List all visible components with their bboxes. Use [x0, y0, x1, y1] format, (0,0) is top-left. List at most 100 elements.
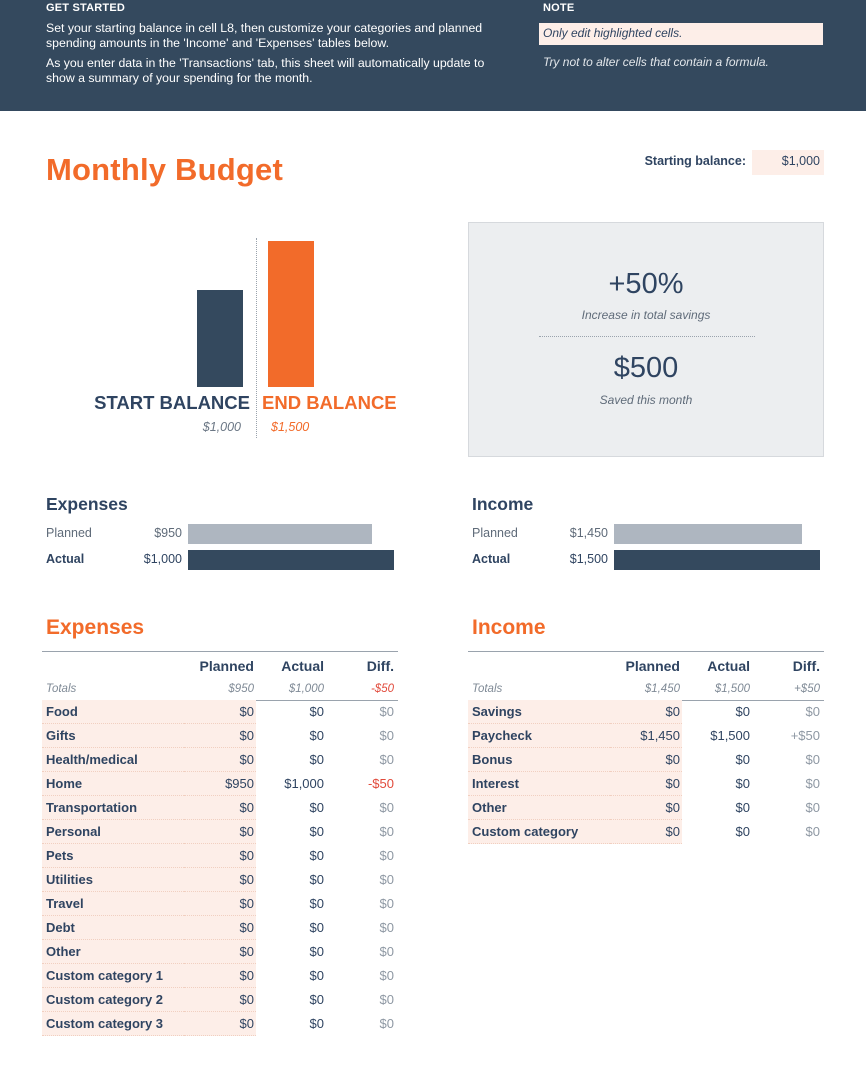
- savings-amount-label: Saved this month: [599, 393, 693, 407]
- planned-cell[interactable]: $0: [610, 748, 682, 772]
- planned-cell[interactable]: $0: [184, 868, 256, 892]
- balance-chart-divider: [256, 238, 257, 438]
- totals-label: Totals: [472, 683, 503, 695]
- table-row: Food $0 $0 $0: [42, 700, 398, 724]
- diff-cell: $0: [805, 752, 820, 767]
- planned-cell[interactable]: $0: [184, 964, 256, 988]
- actual-cell: $0: [309, 848, 324, 863]
- category-cell[interactable]: Home: [42, 772, 184, 796]
- table-row: Pets $0 $0 $0: [42, 844, 398, 868]
- actual-cell: $0: [309, 896, 324, 911]
- end-balance-bar: [268, 241, 314, 387]
- category-cell[interactable]: Other: [468, 796, 610, 820]
- expenses-planned-bar: [188, 524, 372, 544]
- category-cell[interactable]: Savings: [468, 700, 610, 724]
- actual-cell: $0: [309, 800, 324, 815]
- category-cell[interactable]: Food: [42, 700, 184, 724]
- category-cell[interactable]: Other: [42, 940, 184, 964]
- savings-amount: $500: [613, 352, 679, 384]
- category-cell[interactable]: Pets: [42, 844, 184, 868]
- actual-cell: $0: [309, 944, 324, 959]
- category-cell[interactable]: Custom category: [468, 820, 610, 844]
- category-cell[interactable]: Utilities: [42, 868, 184, 892]
- category-cell[interactable]: Health/medical: [42, 748, 184, 772]
- diff-cell: $0: [379, 848, 394, 863]
- page-title: Monthly Budget: [46, 152, 283, 187]
- expenses-table-title: Expenses: [46, 616, 145, 639]
- table-top-rule: [468, 651, 824, 652]
- table-row: Custom category 2 $0 $0 $0: [42, 988, 398, 1012]
- diff-cell: $0: [379, 944, 394, 959]
- category-cell[interactable]: Paycheck: [468, 724, 610, 748]
- actual-cell: $0: [309, 872, 324, 887]
- category-cell[interactable]: Travel: [42, 892, 184, 916]
- planned-cell[interactable]: $0: [184, 916, 256, 940]
- category-cell[interactable]: Custom category 1: [42, 964, 184, 988]
- get-started-text-2: As you enter data in the 'Transactions' …: [46, 56, 485, 85]
- income-planned-bar: [614, 524, 802, 544]
- totals-row: Totals $950 $1,000 -$50: [42, 679, 398, 697]
- actual-cell: $0: [735, 752, 750, 767]
- category-cell[interactable]: Personal: [42, 820, 184, 844]
- category-cell[interactable]: Custom category 2: [42, 988, 184, 1012]
- planned-cell[interactable]: $0: [184, 724, 256, 748]
- income-planned-row: Planned $1,450: [472, 523, 832, 545]
- header-actual: Actual: [707, 658, 750, 674]
- planned-cell[interactable]: $1,450: [610, 724, 682, 748]
- table-row: Custom category $0 $0 $0: [468, 820, 824, 844]
- savings-percent: +50%: [608, 268, 684, 300]
- diff-cell: $0: [379, 728, 394, 743]
- diff-cell: $0: [379, 968, 394, 983]
- starting-balance-input[interactable]: $1,000: [752, 150, 824, 175]
- table-row: Custom category 3 $0 $0 $0: [42, 1012, 398, 1036]
- table-row: Debt $0 $0 $0: [42, 916, 398, 940]
- table-row: Health/medical $0 $0 $0: [42, 748, 398, 772]
- planned-cell[interactable]: $0: [610, 796, 682, 820]
- income-summary-chart: Income Planned $1,450 Actual $1,500: [472, 494, 832, 574]
- diff-cell: $0: [805, 704, 820, 719]
- category-cell[interactable]: Debt: [42, 916, 184, 940]
- actual-cell: $0: [735, 776, 750, 791]
- planned-cell[interactable]: $0: [184, 796, 256, 820]
- table-row: Other $0 $0 $0: [468, 796, 824, 820]
- expenses-actual-label: Actual: [46, 552, 85, 566]
- planned-cell[interactable]: $0: [184, 892, 256, 916]
- planned-cell[interactable]: $0: [184, 940, 256, 964]
- note-section: NOTE Only edit highlighted cells. Try no…: [539, 2, 833, 69]
- income-actual-value: $1,500: [569, 552, 608, 566]
- planned-cell[interactable]: $0: [184, 820, 256, 844]
- note-highlight-cell[interactable]: Only edit highlighted cells.: [539, 23, 823, 45]
- get-started-text-1: Set your starting balance in cell L8, th…: [46, 21, 483, 50]
- expenses-actual-bar: [188, 550, 394, 570]
- category-cell[interactable]: Bonus: [468, 748, 610, 772]
- totals-planned: $1,450: [644, 683, 680, 695]
- planned-cell[interactable]: $950: [184, 772, 256, 796]
- table-row: Gifts $0 $0 $0: [42, 724, 398, 748]
- note-heading: NOTE: [543, 2, 575, 14]
- diff-cell: $0: [805, 824, 820, 839]
- category-cell[interactable]: Transportation: [42, 796, 184, 820]
- header-diff: Diff.: [792, 658, 820, 674]
- planned-cell[interactable]: $0: [610, 820, 682, 844]
- totals-diff: -$50: [370, 683, 394, 695]
- expenses-planned-label: Planned: [46, 526, 92, 540]
- table-header: Planned Actual Diff.: [42, 656, 398, 676]
- planned-cell[interactable]: $0: [610, 772, 682, 796]
- table-row: Custom category 1 $0 $0 $0: [42, 964, 398, 988]
- category-cell[interactable]: Custom category 3: [42, 1012, 184, 1036]
- category-cell[interactable]: Gifts: [42, 724, 184, 748]
- category-cell[interactable]: Interest: [468, 772, 610, 796]
- planned-cell[interactable]: $0: [184, 988, 256, 1012]
- planned-cell[interactable]: $0: [610, 700, 682, 724]
- end-balance-value: $1,500: [271, 420, 310, 434]
- totals-actual: $1,000: [288, 683, 324, 695]
- planned-cell[interactable]: $0: [184, 748, 256, 772]
- totals-actual: $1,500: [714, 683, 750, 695]
- instructions-banner: GET STARTED Set your starting balance in…: [0, 0, 866, 111]
- planned-cell[interactable]: $0: [184, 844, 256, 868]
- diff-cell: $0: [379, 1016, 394, 1031]
- savings-percent-label: Increase in total savings: [581, 308, 711, 322]
- planned-cell[interactable]: $0: [184, 700, 256, 724]
- totals-diff: +$50: [794, 683, 820, 695]
- planned-cell[interactable]: $0: [184, 1012, 256, 1036]
